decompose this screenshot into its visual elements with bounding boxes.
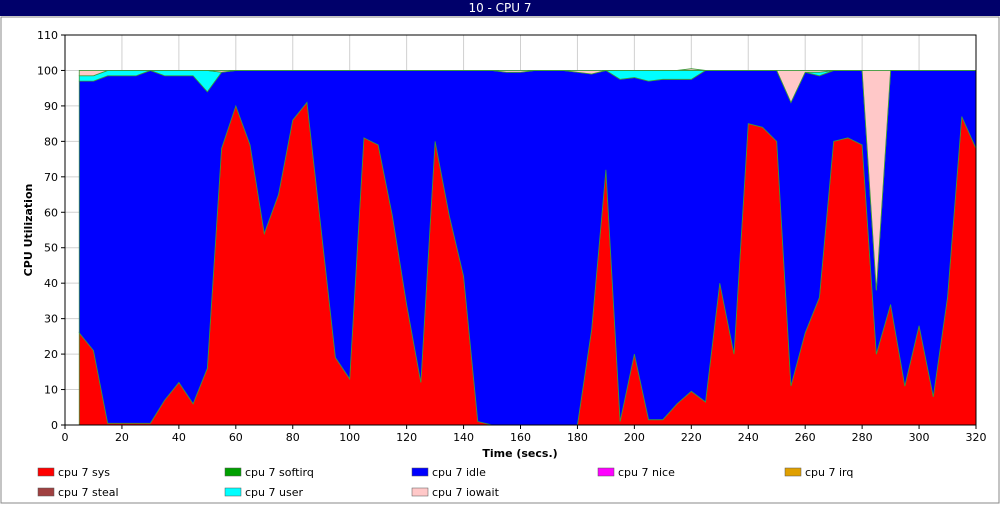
legend-swatch (224, 487, 242, 497)
y-tick-label: 50 (44, 242, 58, 255)
x-tick-label: 140 (453, 431, 474, 444)
x-tick-label: 100 (339, 431, 360, 444)
legend-swatch (411, 467, 429, 477)
legend-label: cpu 7 steal (58, 486, 119, 499)
legend-label: cpu 7 irq (805, 466, 853, 479)
y-tick-label: 20 (44, 348, 58, 361)
x-tick-label: 20 (115, 431, 129, 444)
axes: 0 20 40 60 80 100 120 140 160 180 200 220 240 260 280 3… (37, 29, 987, 444)
y-tick-label: 90 (44, 100, 58, 113)
x-tick-label: 120 (396, 431, 417, 444)
y-tick-label: 60 (44, 206, 58, 219)
y-tick-label: 0 (51, 419, 58, 432)
x-tick-label: 0 (62, 431, 69, 444)
cpu-utilization-chart: 0 20 40 60 80 100 120 140 160 180 200 220 240 260 280 3… (0, 16, 1000, 504)
legend-swatch (411, 487, 429, 497)
y-tick-label: 30 (44, 313, 58, 326)
x-tick-label: 280 (852, 431, 873, 444)
x-tick-label: 160 (510, 431, 531, 444)
window-title: 10 - CPU 7 (0, 0, 1000, 16)
y-tick-label: 80 (44, 135, 58, 148)
x-tick-label: 240 (738, 431, 759, 444)
legend-label: cpu 7 user (245, 486, 303, 499)
legend-swatch (37, 467, 55, 477)
legend-swatch (784, 467, 802, 477)
legend: cpu 7 sys cpu 7 softirq cpu 7 idle cpu 7 ni… (37, 466, 853, 499)
chart-area: 0 20 40 60 80 100 120 140 160 180 200 220 240 260 280 3… (0, 16, 1000, 504)
x-axis-label: Time (secs.) (482, 447, 557, 460)
y-tick-label: 10 (44, 384, 58, 397)
legend-label: cpu 7 nice (618, 466, 675, 479)
y-axis-label: CPU Utilization (22, 184, 35, 277)
series-areas (78, 68, 977, 426)
y-tick-label: 110 (37, 29, 58, 42)
series-area-cpu-7-iowait (78, 68, 976, 291)
legend-swatch (224, 467, 242, 477)
x-tick-label: 180 (567, 431, 588, 444)
legend-label: cpu 7 idle (432, 466, 486, 479)
legend-swatch (597, 467, 615, 477)
x-tick-label: 80 (286, 431, 300, 444)
legend-label: cpu 7 softirq (245, 466, 314, 479)
x-tick-label: 220 (681, 431, 702, 444)
legend-swatch (37, 487, 55, 497)
legend-label: cpu 7 iowait (432, 486, 500, 499)
x-tick-label: 300 (909, 431, 930, 444)
x-tick-label: 40 (172, 431, 186, 444)
x-tick-label: 60 (229, 431, 243, 444)
y-tick-label: 40 (44, 277, 58, 290)
y-tick-label: 70 (44, 171, 58, 184)
legend-label: cpu 7 sys (58, 466, 110, 479)
x-tick-label: 200 (624, 431, 645, 444)
y-tick-label: 100 (37, 64, 58, 77)
x-tick-label: 320 (966, 431, 987, 444)
x-tick-label: 260 (795, 431, 816, 444)
